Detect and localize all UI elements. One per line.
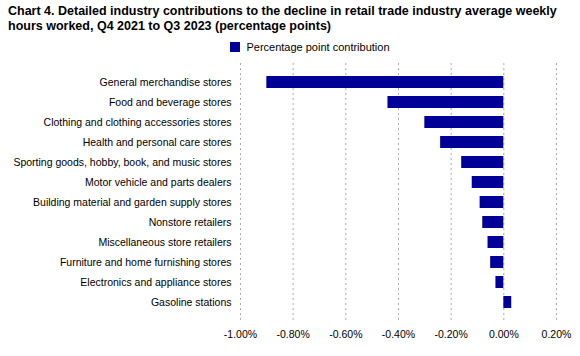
svg-text:Electronics and appliance stor: Electronics and appliance stores: [80, 276, 231, 288]
svg-text:Clothing and clothing accessor: Clothing and clothing accessories stores: [44, 116, 232, 128]
svg-text:Furniture and home furnishing: Furniture and home furnishing stores: [60, 256, 232, 268]
svg-text:-0.40%: -0.40%: [382, 328, 415, 340]
svg-text:Motor vehicle and parts dealer: Motor vehicle and parts dealers: [85, 176, 232, 188]
svg-text:Sporting goods, hobby, book, a: Sporting goods, hobby, book, and music s…: [13, 156, 231, 168]
svg-text:Building material and garden s: Building material and garden supply stor…: [33, 196, 231, 208]
svg-text:Gasoline stations: Gasoline stations: [151, 296, 232, 308]
svg-text:Nonstore retailers: Nonstore retailers: [149, 216, 232, 228]
svg-text:0.20%: 0.20%: [542, 328, 572, 340]
svg-text:-0.20%: -0.20%: [435, 328, 468, 340]
svg-text:-1.00%: -1.00%: [224, 328, 257, 340]
svg-text:General merchandise stores: General merchandise stores: [100, 76, 232, 88]
svg-text:-0.60%: -0.60%: [329, 328, 362, 340]
svg-text:Health and personal care store: Health and personal care stores: [83, 136, 232, 148]
html-text:Chart 4. Detailed industry con: Chart 4. Detailed industry contributions…: [8, 4, 557, 33]
svg-text:0.00%: 0.00%: [489, 328, 519, 340]
svg-text:-0.80%: -0.80%: [277, 328, 310, 340]
svg-text:Food and beverage stores: Food and beverage stores: [109, 96, 232, 108]
html-text:Percentage point contribution: Percentage point contribution: [246, 41, 390, 53]
svg-text:Miscellaneous store retailers: Miscellaneous store retailers: [98, 236, 231, 248]
